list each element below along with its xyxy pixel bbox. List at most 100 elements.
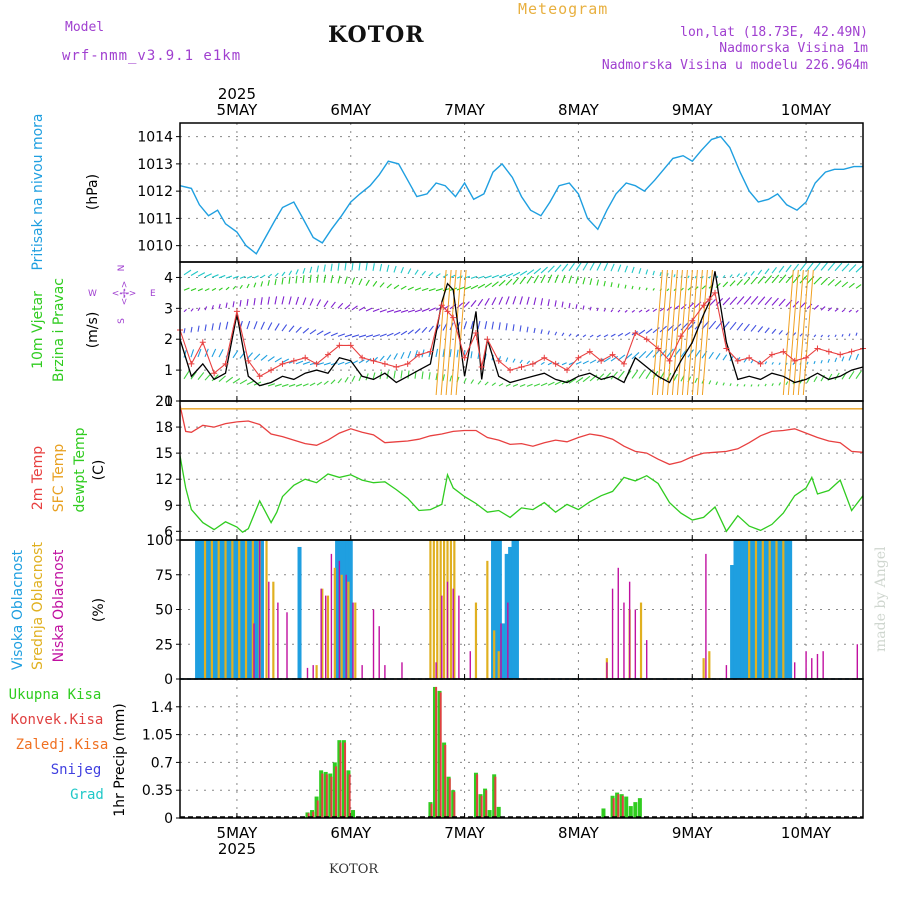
wind-barb	[575, 262, 582, 271]
cloud-bar-mid	[231, 540, 234, 679]
cloud-bar-high	[335, 540, 340, 679]
wind-barb	[785, 274, 794, 284]
temp-label-2m: 2m Temp	[30, 446, 46, 510]
wind-barb	[470, 351, 473, 359]
wind-barb	[624, 309, 628, 313]
precip-total-bar	[610, 795, 615, 818]
wind-barb	[365, 334, 374, 338]
wind-barb	[813, 262, 821, 271]
wind-barb	[680, 322, 689, 331]
wind-barb	[820, 334, 823, 338]
wind-barb	[267, 273, 273, 278]
wind-barb	[673, 274, 676, 278]
wind-barb	[729, 321, 737, 331]
gust-marker	[768, 351, 775, 358]
wind-barb	[645, 287, 648, 291]
wind-barb	[435, 348, 439, 357]
gust-marker	[211, 370, 218, 377]
wind-barb	[841, 308, 846, 313]
wind-barb	[386, 354, 392, 361]
gust-marker	[689, 317, 696, 324]
wind-barb	[316, 299, 322, 307]
cloud-bar-high	[740, 540, 745, 679]
cloud-bar-low	[500, 623, 502, 679]
cloud-bar-mid	[238, 540, 241, 679]
wind-barb	[309, 329, 317, 335]
wind-barb	[827, 262, 836, 271]
wind-barb	[211, 323, 214, 331]
gust-marker	[712, 289, 719, 296]
wind-barb	[645, 370, 652, 379]
wind-barb	[379, 263, 383, 272]
cloud-bar-low	[822, 651, 824, 679]
wind-barb	[323, 380, 329, 385]
cloud-bar-high	[218, 540, 223, 679]
wind-barb	[295, 269, 299, 275]
wind-barb	[337, 302, 344, 309]
gust-marker	[199, 339, 206, 346]
wind-barb	[631, 266, 635, 274]
wind-barb	[652, 349, 661, 358]
precip-convective-bar	[330, 776, 333, 818]
wind-barb	[351, 375, 356, 382]
wind-barb	[477, 298, 484, 307]
wind-barb	[477, 320, 481, 330]
precip-total-bar	[428, 802, 433, 818]
temp-2m-temp-line	[179, 405, 864, 466]
gust-marker	[461, 354, 468, 361]
wind-barb	[407, 329, 414, 335]
wind-barb	[407, 370, 410, 379]
cloud-bar-low	[312, 665, 314, 679]
wind-barb	[302, 275, 305, 284]
panel-frame-1	[179, 122, 864, 263]
top-date-label: 8MAY	[558, 101, 600, 119]
compass-horizontal: <-|->	[112, 289, 137, 299]
wind-barb	[750, 276, 758, 285]
wind-barb	[442, 348, 445, 357]
gust-marker	[632, 330, 639, 337]
cloud-bar-high	[788, 540, 793, 679]
cloud-bar-mid	[486, 560, 489, 679]
wind-barb	[491, 321, 494, 330]
cloud-bar-high	[338, 540, 343, 679]
gust-marker	[643, 336, 650, 343]
wind-barb	[211, 274, 219, 278]
cloud-bar-mid	[474, 602, 478, 679]
wind-barb	[834, 372, 840, 381]
wind-barb	[407, 309, 416, 313]
wind-barb	[834, 280, 842, 287]
wind-barb	[463, 301, 470, 308]
wind-barb	[540, 361, 545, 366]
compass-south: S	[117, 318, 127, 324]
cloud-label-high: Visoka Oblacnost	[10, 549, 26, 670]
precip-total-bar	[432, 686, 437, 818]
cloud-bar-low	[277, 602, 279, 679]
wind-barb	[610, 282, 613, 288]
wind-barb	[743, 323, 750, 332]
cloud-bar-mid	[453, 540, 456, 679]
wind-barb	[799, 275, 808, 284]
wind-barb	[743, 272, 748, 277]
wind-barb	[316, 274, 319, 283]
wind-barb	[526, 383, 533, 387]
wind-barb	[526, 360, 531, 365]
wind-barb	[610, 309, 614, 313]
cloud-bar-mid	[354, 602, 357, 679]
wind-barb	[855, 370, 862, 379]
wind-barb	[848, 309, 852, 313]
wind-barb	[694, 275, 697, 279]
wind-burst-arrows	[435, 269, 467, 396]
wind-barb	[267, 383, 275, 387]
precip-total-bar	[624, 796, 629, 818]
gust-marker	[302, 354, 309, 361]
bottom-date-label: 9MAY	[672, 824, 714, 842]
wind-barb	[449, 375, 453, 382]
wind-barb	[197, 372, 205, 380]
cloud-bar-low	[446, 581, 449, 679]
wind-barb	[778, 330, 783, 335]
wind-barb	[778, 274, 787, 284]
wind-barb	[624, 284, 627, 289]
wind-barb	[568, 302, 571, 309]
wind-barb	[582, 262, 589, 271]
